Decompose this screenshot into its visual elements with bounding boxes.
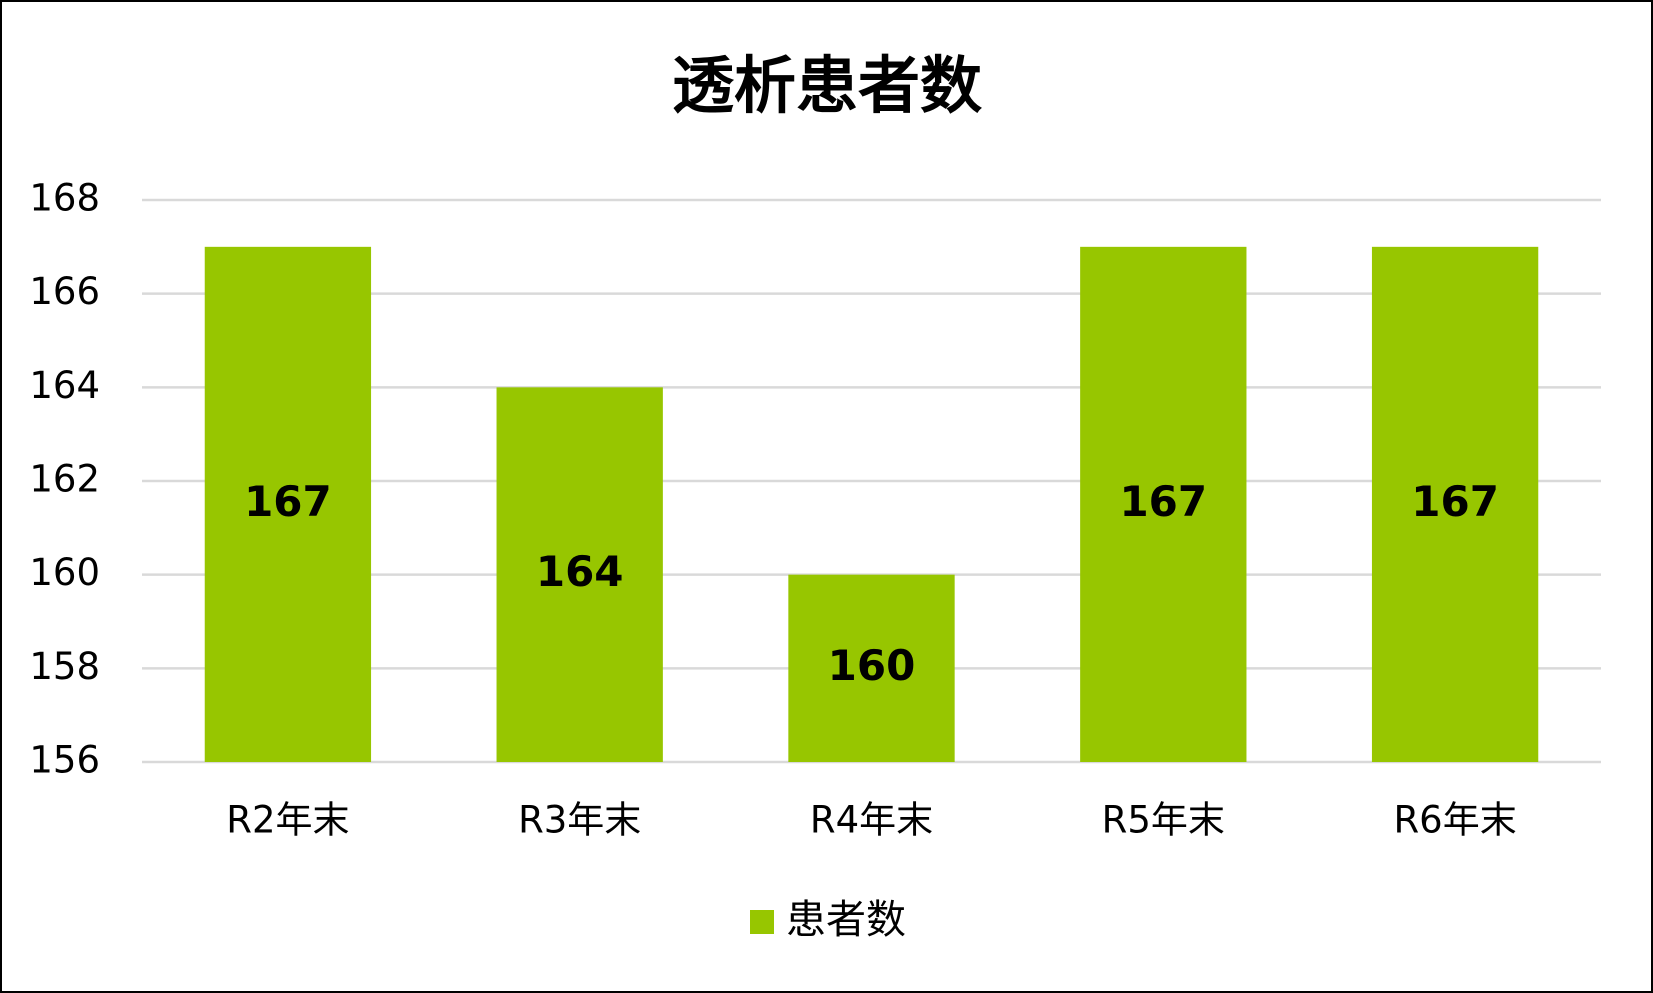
chart-title: 透析患者数 [672, 49, 982, 122]
data-label: 164 [536, 547, 624, 596]
bar [1371, 246, 1539, 763]
x-tick-label: R6年末 [1393, 799, 1516, 842]
data-label: 167 [1119, 477, 1207, 526]
y-tick-label: 156 [29, 739, 100, 782]
x-tick-label: R4年末 [810, 799, 933, 842]
bar [496, 387, 663, 762]
y-tick-label: 164 [29, 364, 100, 407]
y-tick-label: 168 [29, 177, 100, 220]
bar [788, 574, 955, 762]
y-tick-label: 166 [29, 270, 100, 313]
legend-swatch [750, 910, 774, 934]
y-tick-label: 160 [29, 551, 100, 594]
data-label: 167 [244, 477, 332, 526]
legend-label: 患者数 [786, 897, 906, 943]
data-label: 167 [1411, 477, 1499, 526]
bar [1080, 246, 1247, 763]
bar [204, 246, 372, 763]
x-tick-label: R2年末 [226, 799, 349, 842]
data-label: 160 [828, 641, 916, 690]
x-tick-label: R5年末 [1102, 799, 1225, 842]
x-tick-label: R3年末 [518, 799, 641, 842]
y-tick-label: 162 [29, 458, 100, 501]
y-tick-label: 158 [29, 645, 100, 688]
